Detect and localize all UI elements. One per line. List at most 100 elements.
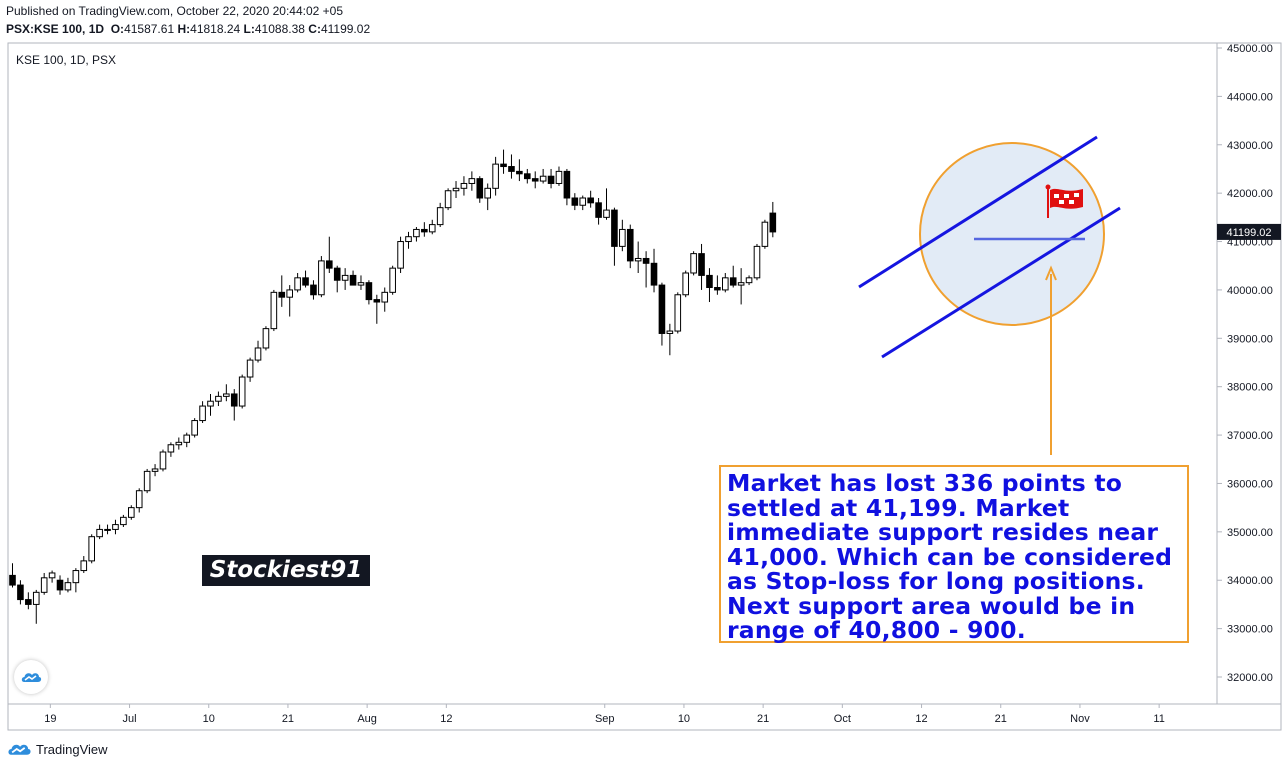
- candle-up[interactable]: [381, 291, 389, 303]
- candle-up[interactable]: [80, 560, 88, 572]
- candle-up[interactable]: [539, 175, 547, 182]
- candle-up[interactable]: [579, 197, 587, 206]
- candle-down[interactable]: [333, 267, 341, 281]
- candle-up[interactable]: [294, 277, 301, 291]
- candle-down[interactable]: [650, 262, 658, 286]
- candle-down[interactable]: [476, 178, 484, 199]
- candle-up[interactable]: [690, 253, 697, 274]
- candle-down[interactable]: [421, 228, 428, 233]
- candle-down[interactable]: [587, 197, 594, 204]
- candle-up[interactable]: [674, 294, 682, 332]
- candle-down[interactable]: [642, 257, 650, 264]
- candle-up[interactable]: [413, 228, 420, 238]
- candle-down[interactable]: [500, 163, 507, 168]
- candle-up[interactable]: [753, 245, 761, 279]
- candle-down[interactable]: [531, 178, 539, 182]
- candle-up[interactable]: [270, 291, 278, 330]
- candle-up[interactable]: [389, 267, 396, 293]
- candle-up[interactable]: [254, 347, 262, 361]
- candle-up[interactable]: [32, 591, 40, 605]
- candle-up[interactable]: [238, 376, 246, 407]
- candle-up[interactable]: [286, 289, 293, 298]
- candle-up[interactable]: [492, 163, 499, 189]
- candle-down[interactable]: [658, 284, 666, 334]
- candle-up[interactable]: [452, 187, 460, 192]
- candle-down[interactable]: [626, 228, 634, 262]
- price-axis[interactable]: [1216, 42, 1282, 705]
- channel-upper-line[interactable]: [858, 135, 1098, 289]
- candle-up[interactable]: [436, 207, 444, 226]
- candle-down[interactable]: [698, 253, 705, 276]
- footer-brand[interactable]: TradingView: [36, 741, 108, 757]
- candle-up[interactable]: [318, 260, 325, 296]
- candle-down[interactable]: [729, 277, 737, 286]
- candle-down[interactable]: [508, 166, 515, 172]
- highlight-circle[interactable]: [919, 142, 1105, 326]
- candle-up[interactable]: [745, 277, 753, 284]
- time-axis[interactable]: [7, 703, 1282, 731]
- candle-down[interactable]: [310, 284, 317, 296]
- candle-up[interactable]: [112, 524, 119, 530]
- candle-up[interactable]: [48, 572, 56, 579]
- candle-up[interactable]: [460, 182, 468, 189]
- candle-down[interactable]: [326, 260, 333, 269]
- candle-down[interactable]: [611, 209, 618, 247]
- candle-down[interactable]: [9, 574, 16, 586]
- candle-up[interactable]: [167, 444, 175, 453]
- candle-up[interactable]: [555, 170, 563, 184]
- candle-down[interactable]: [17, 584, 24, 601]
- candle-up[interactable]: [104, 528, 111, 531]
- candle-down[interactable]: [706, 274, 713, 289]
- candle-up[interactable]: [215, 395, 222, 402]
- candle-up[interactable]: [40, 577, 48, 593]
- candle-up[interactable]: [191, 420, 198, 436]
- candle-up[interactable]: [341, 274, 349, 281]
- candle-up[interactable]: [64, 582, 72, 591]
- candle-up[interactable]: [88, 536, 96, 562]
- candle-down[interactable]: [524, 173, 531, 180]
- candle-up[interactable]: [397, 241, 404, 269]
- candle-up[interactable]: [96, 528, 103, 538]
- candle-up[interactable]: [72, 570, 80, 584]
- candle-up[interactable]: [151, 468, 159, 472]
- candle-down[interactable]: [56, 579, 64, 591]
- candle-up[interactable]: [428, 224, 436, 233]
- candle-up[interactable]: [634, 257, 642, 262]
- candle-down[interactable]: [302, 277, 309, 286]
- candle-up[interactable]: [159, 451, 167, 470]
- candle-up[interactable]: [761, 221, 769, 247]
- candle-up[interactable]: [128, 507, 135, 518]
- candle-up[interactable]: [199, 405, 206, 422]
- candle-down[interactable]: [714, 287, 721, 291]
- candle-up[interactable]: [468, 178, 476, 184]
- candle-down[interactable]: [595, 202, 602, 218]
- candle-up[interactable]: [120, 516, 127, 526]
- candle-up[interactable]: [135, 490, 143, 509]
- candle-up[interactable]: [262, 328, 270, 349]
- tradingview-logo-button[interactable]: [14, 660, 48, 694]
- candle-down[interactable]: [563, 170, 571, 199]
- candle-up[interactable]: [484, 187, 491, 199]
- candle-up[interactable]: [246, 359, 254, 378]
- candle-up[interactable]: [223, 393, 230, 397]
- candle-down[interactable]: [230, 393, 238, 407]
- candle-up[interactable]: [207, 400, 214, 407]
- candle-up[interactable]: [603, 209, 610, 218]
- candle-up[interactable]: [444, 190, 452, 209]
- channel-lower-line[interactable]: [881, 206, 1121, 359]
- candle-up[interactable]: [143, 470, 151, 492]
- candle-up[interactable]: [619, 228, 626, 247]
- annotation-text-box[interactable]: Market has lost 336 points to settled at…: [719, 465, 1189, 643]
- candle-down[interactable]: [769, 212, 777, 233]
- candle-up[interactable]: [183, 434, 191, 443]
- candle-down[interactable]: [349, 274, 357, 286]
- candle-down[interactable]: [516, 170, 523, 175]
- candle-down[interactable]: [373, 299, 381, 303]
- candle-up[interactable]: [682, 272, 690, 296]
- candle-down[interactable]: [571, 197, 579, 206]
- candle-down[interactable]: [547, 175, 555, 184]
- candle-up[interactable]: [175, 441, 183, 446]
- candle-down[interactable]: [25, 599, 32, 605]
- candle-up[interactable]: [357, 282, 365, 286]
